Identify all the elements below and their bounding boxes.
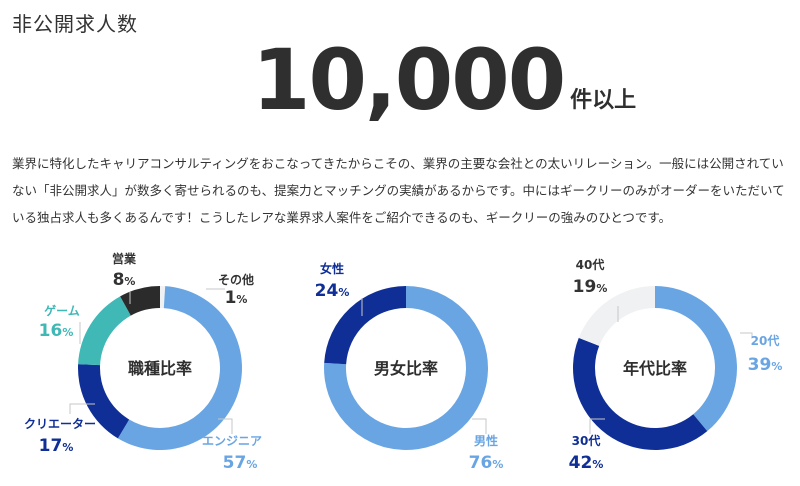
slice-label: ゲーム <box>44 303 80 318</box>
slice-label: クリエーター <box>24 417 96 431</box>
slice-value: 16% <box>39 321 74 341</box>
chart-title: 男女比率 <box>374 359 438 378</box>
slice-label: その他 <box>218 272 254 287</box>
slice-unit: % <box>596 282 607 295</box>
slice-unit: % <box>246 458 257 471</box>
slice-label: 女性 <box>320 261 344 276</box>
chart-title: 職種比率 <box>128 359 192 378</box>
job-count-headline: 10,000 件以上 <box>252 38 636 122</box>
leader-line <box>69 403 95 414</box>
slice-label: 20代 <box>751 333 780 348</box>
leader-line <box>472 418 487 434</box>
slice-unit: % <box>62 326 73 339</box>
donut-slice <box>117 286 243 450</box>
slice-unit: % <box>236 293 247 306</box>
slice-value: 19% <box>573 277 608 297</box>
leader-line <box>740 332 753 338</box>
donut-slice <box>78 296 131 366</box>
slice-value: 1% <box>225 288 248 308</box>
slice-value: 76% <box>469 453 504 473</box>
description-text: 業界に特化したキャリアコンサルティングをおこなってきたからこその、業界の主要な会… <box>12 156 785 225</box>
leader-line <box>589 418 605 434</box>
slice-value: 42% <box>569 453 604 473</box>
slice-label: エンジニア <box>202 434 262 448</box>
section-title: 非公開求人数 <box>12 12 138 36</box>
donut-slice <box>324 286 406 365</box>
slice-label: 営業 <box>112 251 137 266</box>
donut-slice <box>655 286 737 432</box>
chart-title: 年代比率 <box>623 359 687 378</box>
slice-label: 男性 <box>474 433 498 448</box>
donut-slice <box>78 364 130 439</box>
donut-slice <box>578 286 655 346</box>
slice-unit: % <box>124 275 135 288</box>
donut-slice <box>572 337 708 451</box>
job-count-number: 10,000 <box>252 31 566 129</box>
slice-unit: % <box>492 458 503 471</box>
slice-unit: % <box>62 441 73 454</box>
job-count-unit: 件以上 <box>570 88 637 113</box>
slice-value: 24% <box>315 281 350 301</box>
donut-chart-3: 20代 39% 30代 42% 40代 19% 年代比率 <box>569 257 783 473</box>
leader-line <box>218 418 233 434</box>
slice-unit: % <box>771 360 782 373</box>
slice-value: 57% <box>223 453 258 473</box>
slice-unit: % <box>592 458 603 471</box>
slice-value: 39% <box>748 355 783 375</box>
donut-slice <box>160 286 166 309</box>
slice-label: 40代 <box>576 257 605 272</box>
slice-label: 30代 <box>572 433 601 448</box>
slice-value: 17% <box>39 436 74 456</box>
slice-unit: % <box>338 286 349 299</box>
slice-value: 8% <box>113 270 136 290</box>
donut-chart-2: 男性 76% 女性 24% 男女比率 <box>315 261 504 473</box>
